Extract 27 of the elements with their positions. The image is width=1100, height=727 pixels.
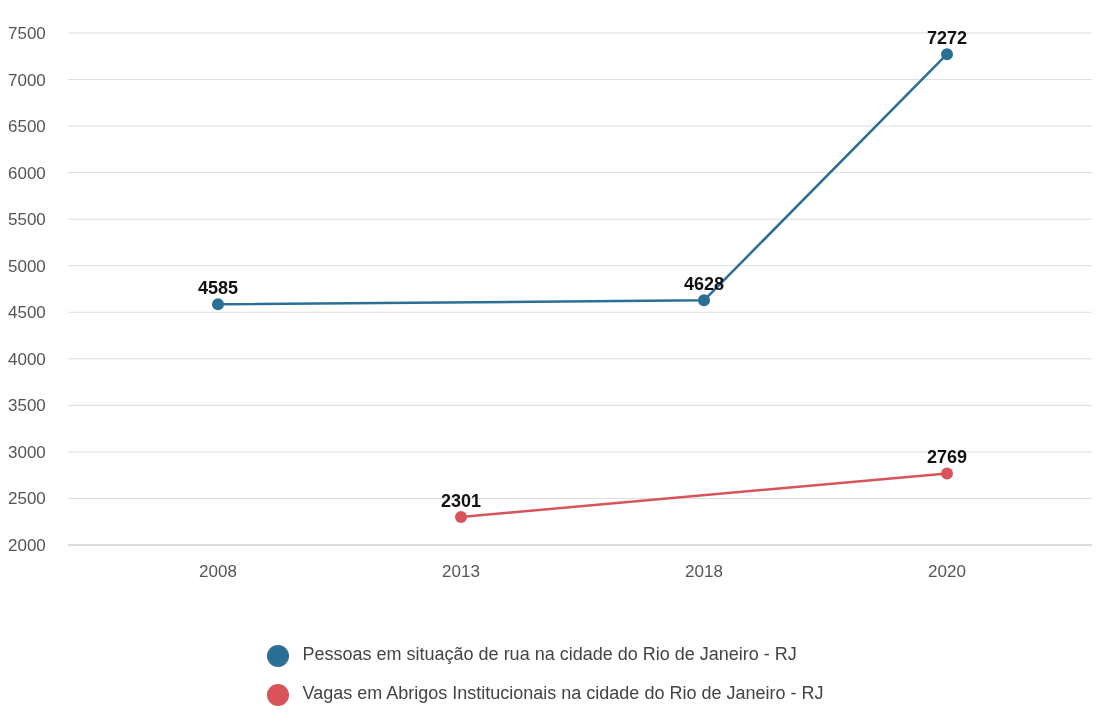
x-tick-label: 2018: [685, 562, 723, 582]
y-tick-label: 2000: [8, 536, 46, 556]
y-tick-label: 5500: [8, 210, 46, 230]
y-tick-label: 3500: [8, 396, 46, 416]
y-tick-label: 6000: [8, 163, 46, 183]
data-label: 4585: [197, 278, 239, 299]
y-tick-label: 2500: [8, 489, 46, 509]
point: [212, 298, 224, 311]
y-tick-label: 5000: [8, 256, 46, 276]
data-label: 7272: [926, 28, 968, 49]
data-label: 2769: [926, 447, 968, 468]
legend-label: Vagas em Abrigos Institucionais na cidade do Rio de Janeiro - RJ: [302, 683, 824, 703]
point: [455, 510, 467, 523]
x-tick-label: 2008: [199, 562, 237, 582]
y-tick-label: 4000: [8, 349, 46, 369]
point: [941, 467, 953, 480]
point: [698, 294, 710, 307]
y-tick-label: 6500: [8, 117, 46, 137]
y-tick-label: 3000: [8, 442, 46, 462]
x-tick-label: 2020: [928, 562, 966, 582]
y-tick-label: 7500: [8, 24, 46, 44]
y-tick-label: 7000: [8, 70, 46, 90]
x-tick-label: 2013: [442, 562, 480, 582]
y-tick-label: 4500: [8, 303, 46, 323]
legend-label: Pessoas em situação de rua na cidade do Rio de Janeiro - RJ: [302, 644, 797, 664]
data-label: 2301: [440, 490, 482, 511]
point: [941, 48, 953, 61]
